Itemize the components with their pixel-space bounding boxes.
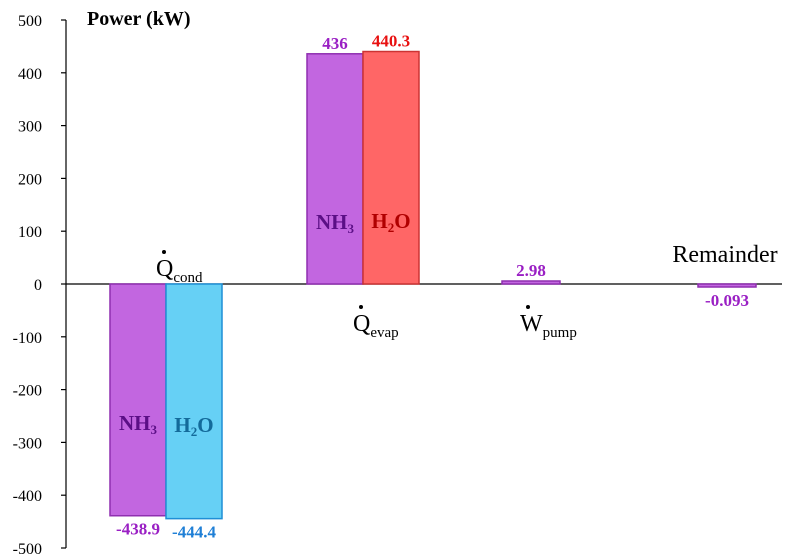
bar-total-3 xyxy=(697,283,757,288)
bar-h2o-1 xyxy=(362,50,420,285)
bar-nh3-1 xyxy=(306,53,364,285)
series-label-h2o: H2O xyxy=(174,413,213,439)
time-derivative-dot xyxy=(162,250,166,254)
y-tick-label: 200 xyxy=(18,171,42,188)
data-label: -444.4 xyxy=(172,523,216,542)
category-label-remainder: Remainder xyxy=(672,242,777,268)
y-tick-label: 100 xyxy=(18,224,42,241)
category-label-pump: Wpump xyxy=(520,305,577,341)
data-label: 436 xyxy=(322,34,348,53)
y-axis-title: Power (kW) xyxy=(87,8,191,30)
y-tick-label: -200 xyxy=(13,383,42,400)
labels: -438.9 NH3 -444.4 H2O 436 NH3 440.3 H2O 2.98 -0.0… xyxy=(116,32,778,542)
bars xyxy=(109,50,757,520)
category-label-cond: Qcond xyxy=(156,250,203,286)
y-tick-label: -500 xyxy=(13,541,42,558)
y-tick-label: -100 xyxy=(13,330,42,347)
category-text: Remainder xyxy=(672,242,777,268)
time-derivative-dot xyxy=(526,305,530,309)
data-label: -0.093 xyxy=(705,291,749,310)
category-text: Qevap xyxy=(353,311,399,341)
y-tick-label: 0 xyxy=(34,277,42,294)
series-label-nh3: NH3 xyxy=(119,411,158,437)
data-label: -438.9 xyxy=(116,520,160,539)
y-tick-label: 500 xyxy=(18,13,42,30)
y-tick-label: -300 xyxy=(13,435,42,452)
data-label: 2.98 xyxy=(516,261,546,280)
y-axis: 500 400 300 200 100 0 -100 -200 -300 -400 -500 xyxy=(13,13,782,558)
category-text: Wpump xyxy=(520,311,577,341)
category-label-evap: Qevap xyxy=(353,305,399,341)
bar-h2o-0 xyxy=(165,283,223,520)
y-tick-label: -400 xyxy=(13,488,42,505)
time-derivative-dot xyxy=(359,305,363,309)
y-tick-label: 300 xyxy=(18,119,42,136)
y-tick-label: 400 xyxy=(18,66,42,83)
bar-nh3-0 xyxy=(109,283,167,517)
data-label: 440.3 xyxy=(372,32,410,51)
series-label-nh3: NH3 xyxy=(316,210,355,236)
category-text: Qcond xyxy=(156,256,203,286)
series-label-h2o: H2O xyxy=(371,209,410,235)
bar-total-2 xyxy=(501,280,561,285)
